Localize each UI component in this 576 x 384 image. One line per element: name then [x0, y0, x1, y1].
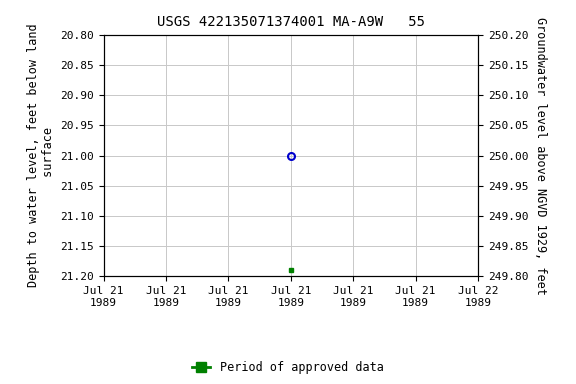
Y-axis label: Groundwater level above NGVD 1929, feet: Groundwater level above NGVD 1929, feet [534, 17, 547, 295]
Title: USGS 422135071374001 MA-A9W   55: USGS 422135071374001 MA-A9W 55 [157, 15, 425, 29]
Y-axis label: Depth to water level, feet below land
 surface: Depth to water level, feet below land su… [26, 24, 55, 287]
Legend: Period of approved data: Period of approved data [192, 361, 384, 374]
